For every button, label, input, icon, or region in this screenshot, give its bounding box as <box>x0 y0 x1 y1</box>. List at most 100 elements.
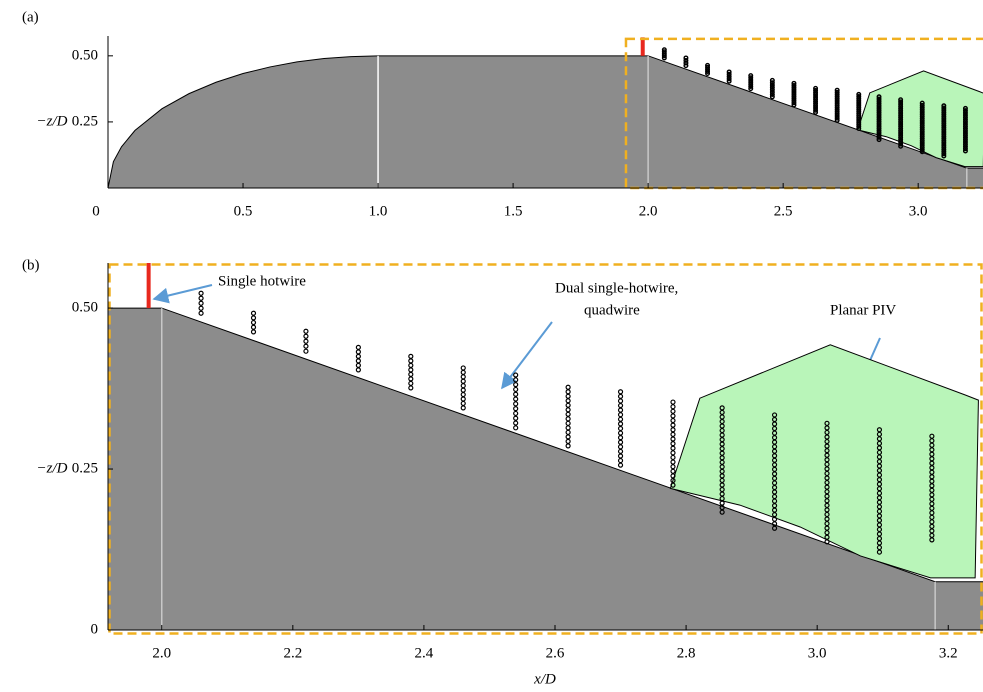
probe-point <box>565 443 571 449</box>
probe-point <box>771 521 778 527</box>
probe-point <box>941 107 947 113</box>
probe-point <box>791 85 797 91</box>
probe-point <box>898 97 904 103</box>
probe-point <box>962 128 968 134</box>
probe-point <box>617 389 624 395</box>
probe-point <box>929 537 935 543</box>
probe-point <box>355 362 361 368</box>
probe-point <box>726 71 732 77</box>
probe-point <box>834 111 840 117</box>
y-tick-label: 0.50 <box>72 300 98 316</box>
probe-point <box>670 464 676 470</box>
probe-point <box>962 135 968 141</box>
probe-point <box>876 103 882 109</box>
probe-point <box>670 431 676 437</box>
probe-point <box>919 124 925 130</box>
probe-point <box>617 425 624 432</box>
probe-point <box>941 122 947 128</box>
probe-point <box>303 333 309 339</box>
probe-point <box>303 343 309 349</box>
probe-point <box>565 425 571 431</box>
probe-point <box>898 143 904 149</box>
probe-point <box>813 96 819 102</box>
probe-point <box>941 149 947 155</box>
probe-point <box>856 123 862 129</box>
probe-point <box>876 549 883 555</box>
probe-point <box>513 386 519 393</box>
probe-point <box>408 353 414 359</box>
probe-point <box>941 118 947 124</box>
x-tick-label: 3.2 <box>939 645 958 661</box>
probe-point <box>876 119 882 125</box>
probe-point <box>513 406 519 412</box>
probe-point <box>813 94 819 100</box>
probe-point <box>617 457 624 464</box>
probe-point <box>617 444 624 450</box>
probe-point <box>670 404 676 410</box>
probe-point <box>813 92 819 98</box>
probe-point <box>460 383 466 389</box>
probe-point <box>408 367 414 373</box>
probe-point <box>565 398 571 404</box>
probe-point <box>513 410 519 417</box>
probe-point <box>813 103 819 109</box>
probe-point <box>513 401 519 407</box>
probe-point <box>683 60 689 66</box>
probe-point <box>876 132 882 138</box>
x-tick-label: 2.5 <box>774 203 793 219</box>
probe-point <box>876 110 882 116</box>
probe-point <box>876 123 882 129</box>
probe-point <box>941 105 947 111</box>
probe-point <box>941 144 947 150</box>
probe-point <box>834 117 840 123</box>
annotation: Dual single-hotwire, <box>555 280 678 296</box>
probe-point <box>898 119 904 125</box>
probe-point <box>617 462 624 468</box>
probe-point <box>565 411 571 417</box>
probe-point <box>250 329 257 335</box>
probe-point <box>941 112 947 118</box>
probe-point <box>834 100 840 106</box>
probe-point <box>726 69 732 75</box>
probe-point <box>834 102 840 108</box>
probe-point <box>962 137 968 143</box>
probe-point <box>460 369 466 375</box>
probe-point <box>898 114 904 120</box>
y-tick-label: 0.25 <box>72 113 98 129</box>
probe-point <box>876 112 882 118</box>
probe-point <box>460 400 466 407</box>
probe-point <box>876 107 882 113</box>
probe-point <box>876 128 882 134</box>
probe-point <box>670 417 676 424</box>
probe-point <box>791 87 797 93</box>
probe-point <box>617 448 624 455</box>
probe-point <box>670 482 676 488</box>
y-axis-label: −z/D <box>37 113 68 129</box>
probe-point <box>617 421 624 427</box>
probe-point <box>962 126 968 132</box>
probe-point <box>834 109 840 115</box>
probe-point <box>748 75 754 81</box>
body <box>108 307 983 630</box>
probe-point <box>726 74 732 80</box>
probe-point <box>198 300 204 306</box>
probe-point <box>962 119 968 125</box>
probe-point <box>769 89 775 95</box>
probe-point <box>941 127 947 133</box>
probe-point <box>919 142 925 148</box>
probe-point <box>919 136 925 142</box>
x-tick-label: 2.0 <box>152 645 171 661</box>
probe-point <box>876 105 882 111</box>
probe-point <box>919 131 925 137</box>
probe-point <box>726 78 732 84</box>
probe-point <box>791 102 797 108</box>
x-tick-label: 2.0 <box>639 203 658 219</box>
x-tick-label: 2.4 <box>415 645 434 661</box>
probe-point <box>460 396 466 402</box>
probe-point <box>198 295 204 301</box>
x-axis-label: x/D <box>533 671 556 687</box>
arrow <box>152 284 213 304</box>
probe-point <box>565 389 571 395</box>
probe-point <box>565 384 571 390</box>
